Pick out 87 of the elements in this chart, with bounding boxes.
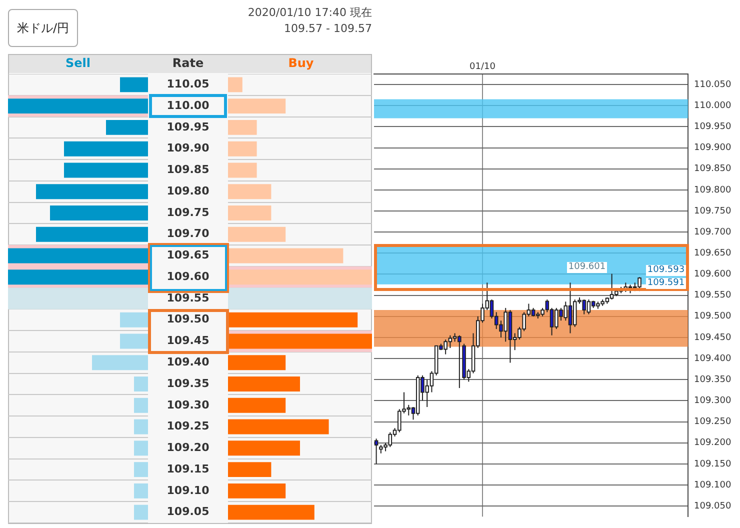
bar	[106, 120, 148, 135]
bar	[228, 419, 329, 434]
bar	[64, 141, 148, 156]
y-tick-label: 109.100	[694, 480, 732, 490]
bar	[50, 205, 148, 220]
y-tick-label: 109.150	[694, 459, 732, 470]
bar	[228, 376, 300, 392]
bar	[36, 226, 148, 242]
y-tick-label: 109.800	[694, 185, 732, 196]
y-tick-label: 109.95	[166, 120, 210, 134]
y-tick-label: 109.600	[694, 270, 732, 280]
y-tick-label: 110.000	[694, 100, 732, 111]
y-tick-label: 109.85	[166, 163, 210, 176]
y-tick-label: 109.70	[166, 227, 210, 240]
y-tick-label: 109.55	[166, 291, 210, 304]
y-tick-label: 109.750	[694, 206, 732, 216]
y-tick-label: 109.45	[166, 334, 210, 348]
y-tick-label: 109.20	[166, 441, 210, 454]
y-tick-label: 109.500	[694, 312, 732, 322]
y-tick-label: 109.10	[166, 484, 210, 497]
y-tick-label: 109.250	[694, 417, 732, 428]
y-axis-title: Rate	[171, 55, 205, 72]
y-tick-label: 109.700	[694, 227, 732, 238]
y-tick-label: 109.60	[166, 270, 210, 283]
y-tick-label: 109.75	[166, 206, 210, 219]
annotation: 109.591	[646, 278, 686, 289]
bar	[228, 248, 344, 264]
bar	[228, 462, 272, 478]
bar	[228, 226, 286, 242]
y-tick-label: 109.50	[166, 312, 210, 326]
y-tick-label: 109.35	[166, 376, 210, 390]
y-tick-label: 109.65	[166, 248, 210, 262]
bar	[134, 376, 148, 392]
bar	[228, 162, 257, 178]
bar	[134, 504, 148, 520]
y-tick-label: 109.300	[694, 396, 732, 406]
y-tick-label: 109.650	[694, 248, 732, 258]
bar	[228, 120, 257, 135]
bar	[120, 312, 148, 328]
y-tick-label: 109.850	[694, 164, 732, 174]
bar	[120, 77, 148, 92]
bar	[228, 483, 286, 498]
bar	[228, 141, 257, 156]
bar	[134, 483, 148, 498]
y-tick-label: 109.15	[166, 462, 210, 476]
bar	[228, 504, 314, 520]
text: 109.57 - 109.57	[283, 21, 372, 37]
y-tick-label: 109.050	[694, 501, 732, 512]
y-tick-label: 109.450	[694, 332, 732, 343]
y-tick-label: 110.05	[166, 78, 210, 91]
y-tick-label: 109.90	[166, 142, 210, 155]
bar	[64, 162, 148, 178]
bar	[134, 462, 148, 478]
bar	[36, 184, 148, 200]
bar	[134, 440, 148, 456]
annotation: 109.601	[567, 262, 607, 273]
bar	[228, 205, 272, 220]
y-tick-label: 109.900	[694, 143, 732, 154]
y-tick-label: 109.40	[166, 356, 210, 368]
y-tick-label: 109.950	[694, 122, 732, 132]
annotation: 109.593	[646, 265, 686, 276]
y-tick-label: 110.00	[166, 98, 210, 112]
bar	[92, 355, 148, 370]
bar	[228, 77, 242, 92]
chart-title: Sell	[64, 55, 92, 72]
bar	[228, 184, 272, 200]
bar	[134, 419, 148, 434]
y-tick-label: 109.25	[166, 420, 210, 433]
y-tick-label: 109.550	[694, 290, 732, 301]
bar	[120, 334, 148, 349]
y-tick-label: 109.05	[166, 505, 210, 518]
y-tick-label: 109.200	[694, 438, 732, 448]
bar	[134, 398, 148, 413]
text: 2020/01/10 17:40 現在	[246, 5, 372, 21]
bar	[228, 355, 286, 370]
y-tick-label: 109.30	[166, 398, 210, 412]
bar	[228, 98, 286, 114]
y-tick-label: 109.80	[166, 184, 210, 198]
y-tick-label: 110.050	[694, 80, 732, 90]
bar	[228, 398, 286, 413]
y-tick-label: 109.350	[694, 374, 732, 385]
x-tick-label: 01/10	[470, 62, 496, 72]
text: 米ドル/円	[8, 9, 78, 47]
chart-title: Buy	[287, 55, 315, 72]
bar	[228, 312, 358, 328]
bar	[228, 440, 300, 456]
y-tick-label: 109.400	[694, 354, 732, 364]
